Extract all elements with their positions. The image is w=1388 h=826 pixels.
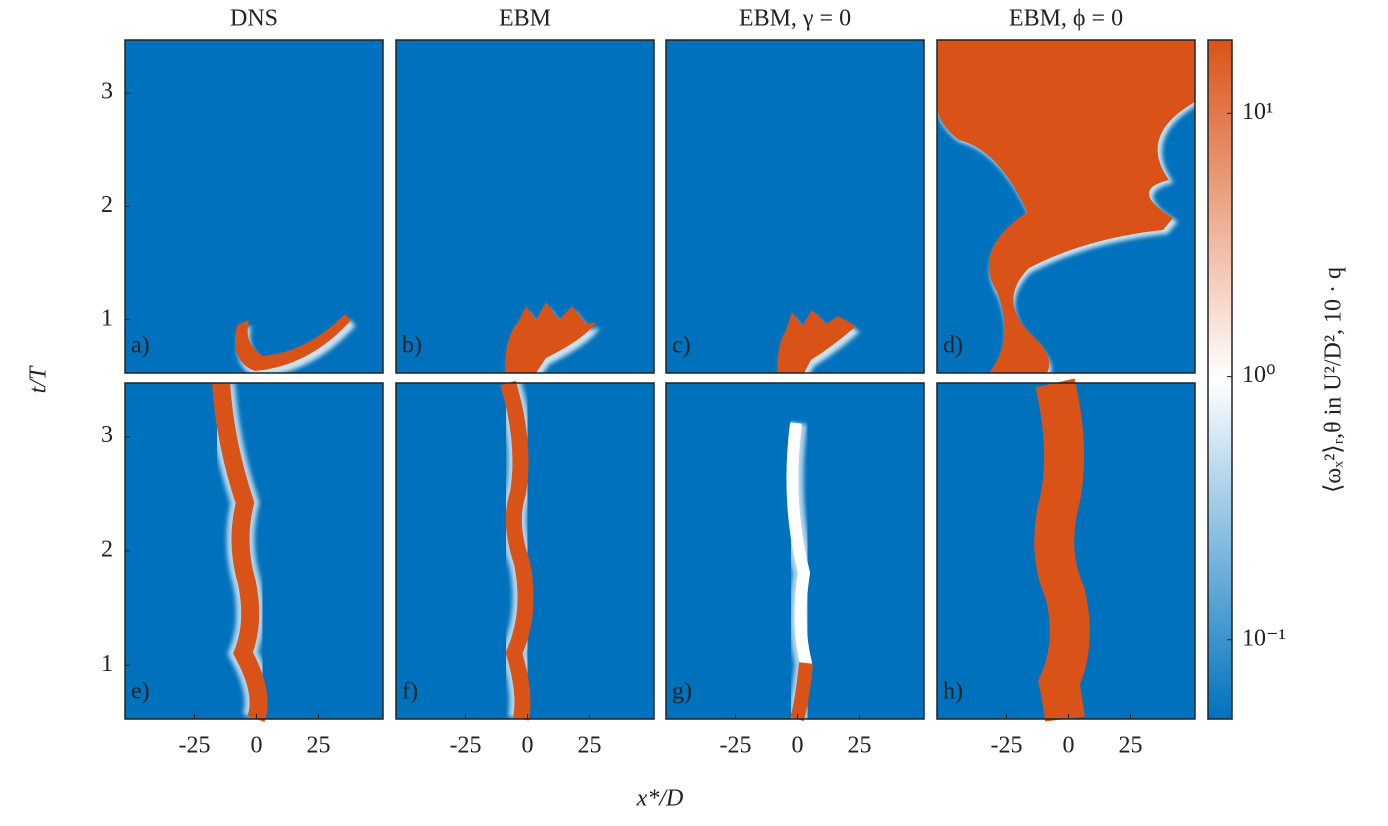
panel-title: DNS — [230, 6, 278, 32]
y-tick-label: 2 — [101, 537, 113, 563]
x-tick-label: 25 — [307, 733, 331, 759]
colorbar-label: ⟨ωₓ²⟩ᵣ,θ in U²/D², 10 · q — [1321, 267, 1347, 493]
x-tick-label: 0 — [1062, 733, 1074, 759]
colorbar-tick-label: 10¹ — [1242, 99, 1273, 125]
y-tick-label: 1 — [101, 305, 113, 331]
field-core — [937, 40, 1195, 373]
field — [207, 382, 273, 724]
panel-title: EBM, ϕ = 0 — [1009, 6, 1123, 32]
x-tick-label: 25 — [848, 733, 872, 759]
panel-label: c) — [672, 333, 691, 359]
x-tick-label: 0 — [791, 733, 803, 759]
field-core — [777, 310, 856, 373]
y-tick-label: 3 — [101, 422, 113, 448]
x-axis-label: x*/D — [636, 786, 684, 812]
panel-frame — [395, 382, 655, 720]
y-axis-label: t/T — [26, 365, 52, 393]
field — [495, 379, 539, 722]
field — [937, 40, 1201, 380]
colorbar — [1207, 39, 1233, 720]
x-tick-label: 25 — [578, 733, 602, 759]
panel-frame — [936, 39, 1196, 374]
x-tick-label: 0 — [250, 733, 262, 759]
panel-frame — [936, 382, 1196, 720]
y-tick-label: 3 — [101, 79, 113, 105]
y-tick-label: 2 — [101, 192, 113, 218]
panel-label: f) — [402, 679, 418, 705]
field — [1029, 377, 1095, 723]
panel-label: d) — [943, 333, 963, 359]
panel-frame — [395, 39, 655, 374]
panel-label: b) — [402, 333, 422, 359]
panel-title: EBM, γ = 0 — [739, 6, 851, 32]
x-tick-label: 0 — [521, 733, 533, 759]
field-core — [235, 314, 351, 371]
field-core — [212, 382, 268, 722]
panel-label: h) — [943, 679, 963, 705]
x-tick-label: 25 — [1119, 733, 1143, 759]
field — [505, 302, 600, 380]
panel-label: a) — [131, 333, 150, 359]
x-tick-label: -25 — [449, 733, 481, 759]
field-core — [1034, 378, 1090, 722]
field — [235, 314, 356, 378]
x-tick-label: -25 — [719, 733, 751, 759]
panel-label: e) — [131, 679, 150, 705]
panel-frame — [665, 382, 925, 720]
panel-label: g) — [672, 679, 692, 705]
field-core — [500, 380, 534, 721]
colorbar-tick-label: 10⁻¹ — [1242, 625, 1286, 651]
field — [777, 310, 860, 380]
panel-title: EBM — [499, 6, 551, 32]
panel-frame — [665, 39, 925, 374]
field-core — [505, 302, 596, 373]
x-tick-label: -25 — [990, 733, 1022, 759]
y-tick-label: 1 — [101, 651, 113, 677]
field-core — [790, 662, 813, 722]
panel — [125, 40, 383, 373]
colorbar-tick-label: 10⁰ — [1242, 362, 1276, 388]
x-tick-label: -25 — [178, 733, 210, 759]
